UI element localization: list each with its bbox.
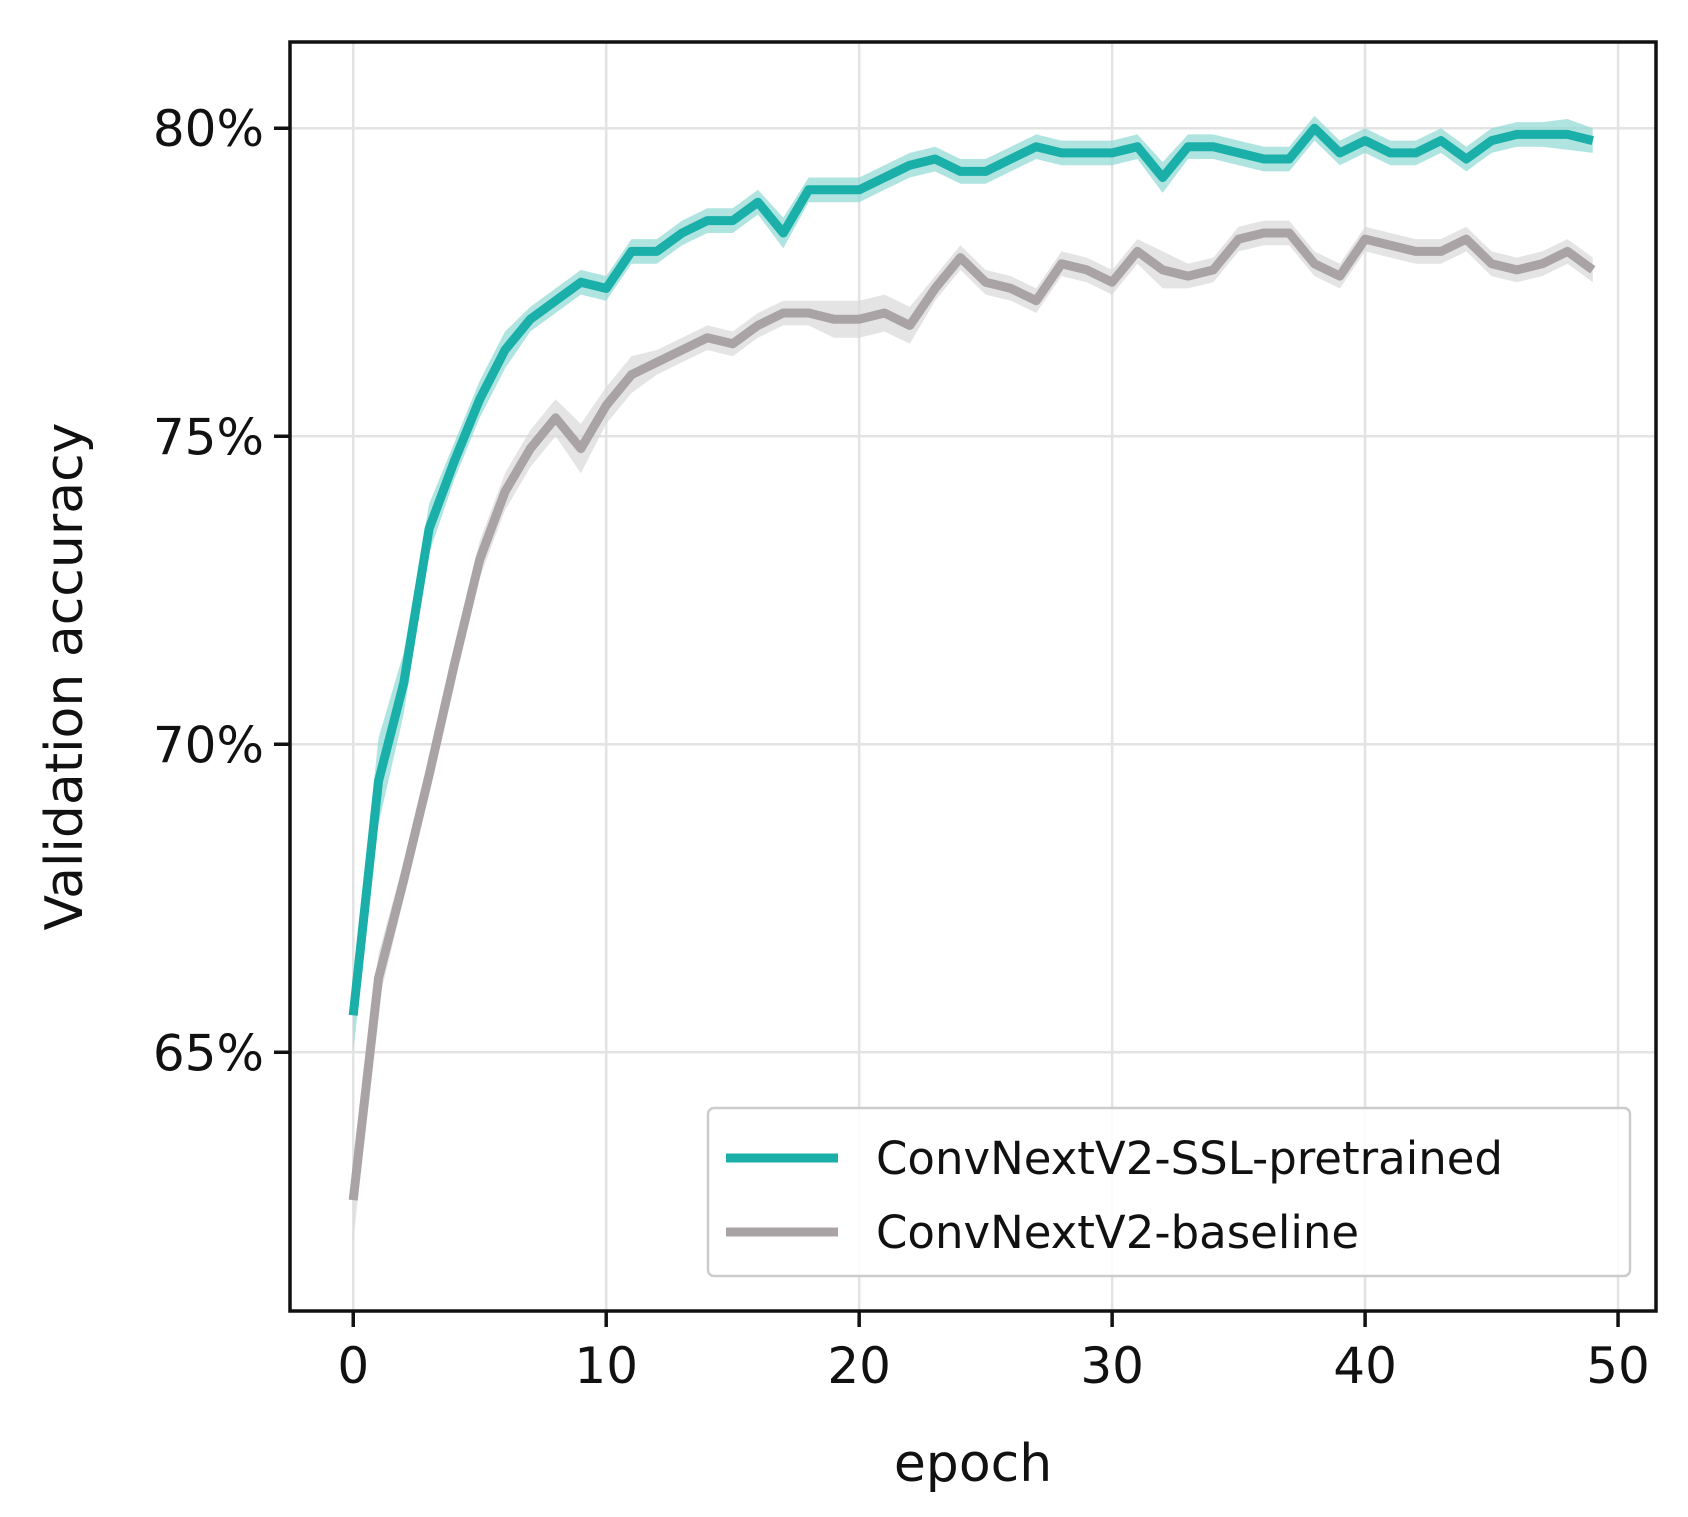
- y-tick-label: 75%: [153, 408, 264, 466]
- y-tick-label: 80%: [153, 100, 264, 158]
- series-line-ssl-pretrained: [348, 123, 1594, 1016]
- series-line-baseline: [348, 228, 1596, 1201]
- x-tick-label: 30: [1080, 1337, 1144, 1395]
- x-tick-label: 10: [574, 1337, 638, 1395]
- legend-label-ssl-pretrained: ConvNextV2-SSL-pretrained: [876, 1132, 1503, 1185]
- legend: ConvNextV2-SSL-pretrained ConvNextV2-bas…: [706, 1106, 1632, 1278]
- y-tick-label: 70%: [153, 716, 264, 774]
- x-tick-label: 50: [1586, 1337, 1650, 1395]
- y-axis-title: Validation accuracy: [35, 423, 95, 931]
- grid: [290, 42, 1656, 1311]
- x-tick-label: 20: [827, 1337, 891, 1395]
- x-axis-title: epoch: [894, 1434, 1052, 1494]
- y-tick-label: 65%: [153, 1024, 264, 1082]
- legend-label-baseline: ConvNextV2-baseline: [876, 1206, 1359, 1259]
- x-tick-label: 40: [1333, 1337, 1397, 1395]
- axis-ticks: 0 10 20 30 40 50 65% 70% 75% 80%: [153, 100, 1650, 1395]
- plot-frame: [288, 40, 1658, 1313]
- x-tick-label: 0: [337, 1337, 369, 1395]
- series-lines: [348, 123, 1596, 1201]
- legend-box: [706, 1106, 1632, 1278]
